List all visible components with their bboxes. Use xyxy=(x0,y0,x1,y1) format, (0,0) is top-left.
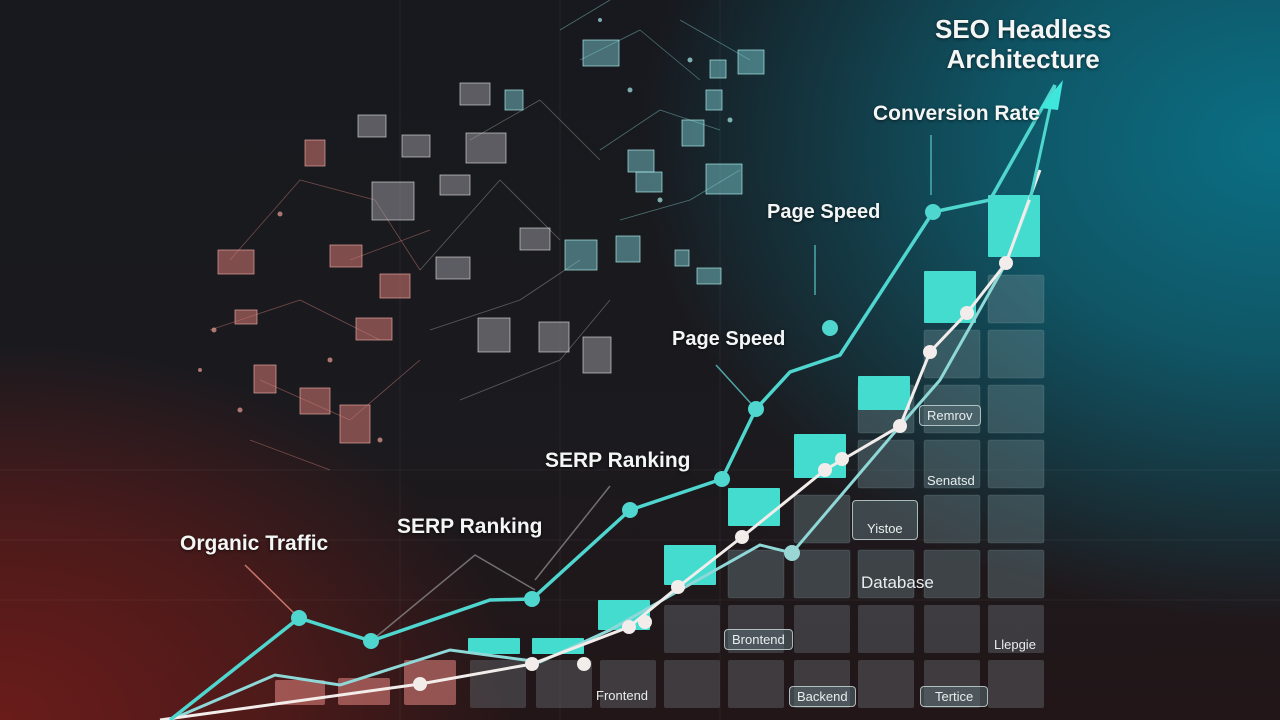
grid-tag-yistoe: Yistoe xyxy=(852,500,918,540)
grid-tag-tertice: Tertice xyxy=(920,686,989,707)
grid-tag-backend: Backend xyxy=(789,686,856,707)
label-conversion-rate: Conversion Rate xyxy=(873,102,1040,125)
arrow-head-icon xyxy=(1040,80,1063,110)
teal-points xyxy=(291,204,941,649)
network-cloud xyxy=(198,0,765,471)
label-organic-traffic: Organic Traffic xyxy=(180,532,329,555)
guide-lines xyxy=(244,135,932,642)
title-line-2: Architecture xyxy=(946,44,1100,74)
grid-tag-database: Database xyxy=(861,573,934,592)
title-line-1: SEO Headless xyxy=(935,14,1112,44)
grid-tag-remrov: Remrov xyxy=(919,405,981,426)
grid-tag-senatsd: Senatsd xyxy=(927,473,975,488)
grid-tag-brontend: Brontend xyxy=(724,629,793,650)
white-trend-line xyxy=(159,169,1042,720)
grid-tag-llepgie: Llepgie xyxy=(994,637,1036,652)
grid-tag-frontend: Frontend xyxy=(596,688,649,703)
white-points xyxy=(413,256,1013,691)
teal-point xyxy=(784,545,800,561)
label-serp-ranking-upper: SERP Ranking xyxy=(545,449,691,472)
label-page-speed-lower: Page Speed xyxy=(672,328,786,350)
label-serp-ranking-lower: SERP Ranking xyxy=(397,515,543,538)
label-page-speed-upper: Page Speed xyxy=(767,201,881,223)
page-title: SEO Headless Architecture xyxy=(935,14,1111,74)
